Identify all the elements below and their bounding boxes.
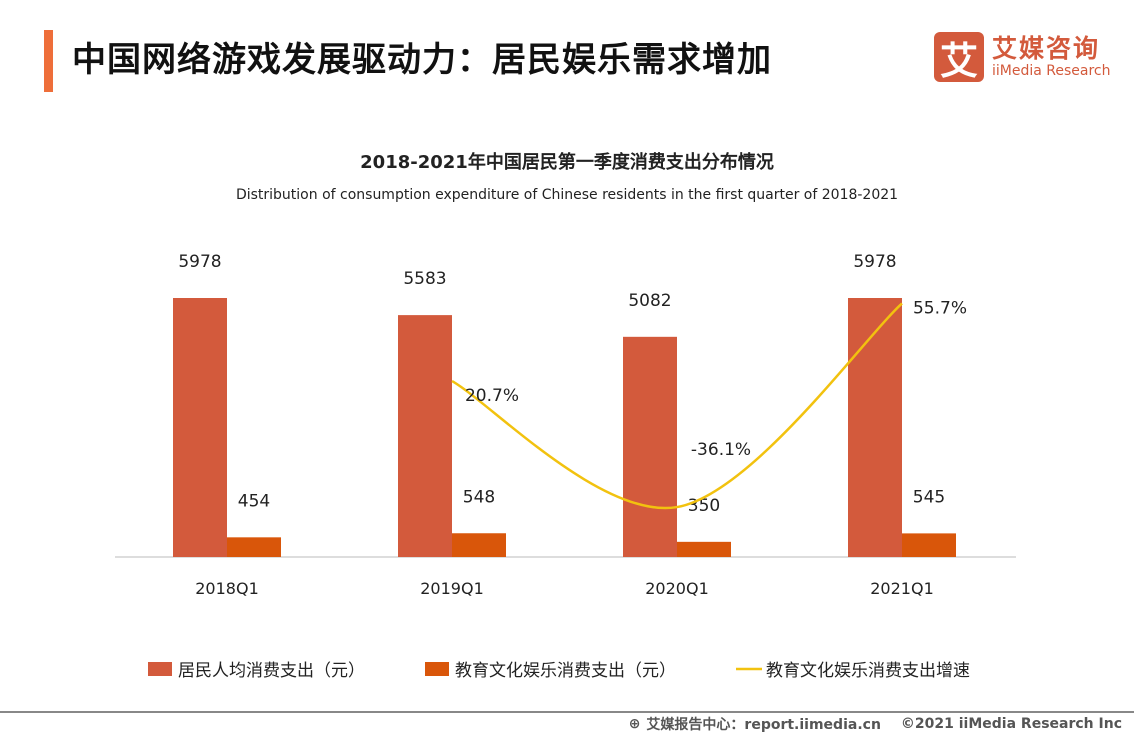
data-label: 454 bbox=[238, 491, 270, 511]
bar-total-2018Q1 bbox=[173, 298, 227, 557]
x-tick-label: 2020Q1 bbox=[645, 579, 709, 598]
bar-edu-2020Q1 bbox=[677, 541, 731, 557]
legend-swatch bbox=[425, 662, 449, 676]
page-title: 中国网络游戏发展驱动力：居民娱乐需求增加 bbox=[72, 40, 772, 80]
chart-subtitle: Distribution of consumption expenditure … bbox=[236, 187, 898, 203]
data-label: 5583 bbox=[403, 269, 446, 289]
chart-title: 2018-2021年中国居民第一季度消费支出分布情况 bbox=[360, 151, 774, 173]
logo-cn: 艾媒咨询 bbox=[992, 34, 1101, 63]
footer: ⊕ 艾媒报告中心：report.iimedia.cn ©2021 iiMedia… bbox=[629, 714, 1122, 734]
x-tick-label: 2018Q1 bbox=[195, 579, 259, 598]
data-label: 545 bbox=[913, 487, 945, 507]
growth-label: -36.1% bbox=[691, 440, 751, 460]
data-label: 5978 bbox=[178, 252, 221, 272]
bar-edu-2019Q1 bbox=[452, 533, 506, 557]
growth-label: 20.7% bbox=[465, 386, 519, 406]
footer-source: 艾媒报告中心：report.iimedia.cn bbox=[646, 717, 881, 733]
bar-total-2021Q1 bbox=[848, 298, 902, 557]
x-tick-label: 2019Q1 bbox=[420, 579, 484, 598]
x-tick-label: 2021Q1 bbox=[870, 579, 934, 598]
bar-edu-2018Q1 bbox=[227, 537, 281, 557]
bar-edu-2021Q1 bbox=[902, 533, 956, 557]
globe-icon: ⊕ bbox=[628, 716, 641, 732]
legend-label: 居民人均消费支出（元） bbox=[178, 661, 365, 681]
bar-total-2020Q1 bbox=[623, 336, 677, 557]
logo-en: iiMedia Research bbox=[992, 63, 1111, 79]
growth-label: 55.7% bbox=[913, 298, 967, 318]
legend-swatch bbox=[148, 662, 172, 676]
footer-copyright: ©2021 iiMedia Research Inc bbox=[900, 716, 1122, 732]
data-label: 5082 bbox=[628, 291, 671, 311]
title-accent-bar bbox=[44, 30, 53, 92]
data-label: 350 bbox=[688, 496, 720, 516]
logo-mark: 艾 bbox=[934, 32, 984, 83]
legend-label: 教育文化娱乐消费支出（元） bbox=[455, 661, 676, 681]
data-label: 548 bbox=[463, 487, 495, 507]
legend-label: 教育文化娱乐消费支出增速 bbox=[766, 661, 970, 681]
data-label: 5978 bbox=[853, 252, 896, 272]
bar-total-2019Q1 bbox=[398, 315, 452, 557]
logo: 艾 艾媒咨询 iiMedia Research bbox=[934, 32, 1111, 83]
footer-divider bbox=[0, 711, 1134, 713]
growth-line bbox=[451, 302, 903, 510]
